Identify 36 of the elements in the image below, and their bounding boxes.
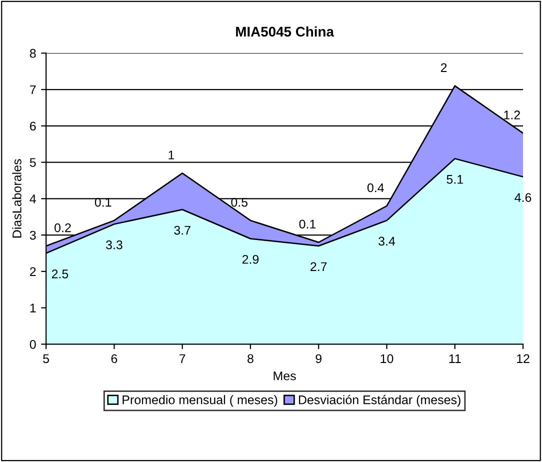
data-label: 5.1: [446, 175, 463, 184]
data-label: 0.1: [299, 220, 316, 229]
data-label: 0.4: [367, 183, 384, 192]
data-label: 2: [440, 63, 447, 72]
y-tick-label: 8: [30, 48, 36, 58]
y-tick-label: 7: [30, 85, 36, 94]
x-tick-label: 11: [449, 354, 461, 363]
x-tick-label: 12: [517, 354, 530, 363]
data-label: 2.9: [242, 254, 259, 264]
x-tick-label: 10: [380, 354, 394, 364]
data-label: 1: [168, 150, 174, 160]
x-tick-label: 6: [111, 354, 118, 364]
data-label: 3.4: [378, 236, 396, 246]
x-axis-title: Mes: [274, 372, 296, 380]
data-label: 3.3: [106, 240, 122, 250]
chart-title: MIA5045 China: [236, 26, 334, 37]
y-tick-label: 0: [30, 340, 36, 349]
legend-label: Desviación Estándar (meses): [298, 394, 460, 407]
legend-label: Promedio mensual ( meses): [122, 395, 278, 407]
y-tick-label: 3: [30, 230, 36, 240]
x-tick-label: 7: [180, 354, 186, 363]
y-tick-label: 6: [30, 122, 36, 131]
y-tick-label: 1: [30, 304, 36, 312]
y-tick-label: 4: [30, 194, 36, 204]
x-tick-label: 8: [248, 354, 254, 364]
y-tick-label: 2: [30, 267, 36, 276]
data-label: 3.7: [174, 226, 190, 235]
x-tick-label: 9: [316, 354, 322, 364]
data-label: 1.2: [504, 110, 520, 120]
data-label: 4.6: [514, 193, 532, 202]
y-tick-label: 5: [30, 158, 36, 167]
data-label: 2.7: [310, 262, 327, 271]
y-axis-title: DiasLaborales: [12, 159, 22, 238]
x-tick-label: 5: [43, 354, 50, 364]
data-label: 0.2: [54, 223, 71, 232]
data-label: 2.5: [52, 270, 68, 278]
